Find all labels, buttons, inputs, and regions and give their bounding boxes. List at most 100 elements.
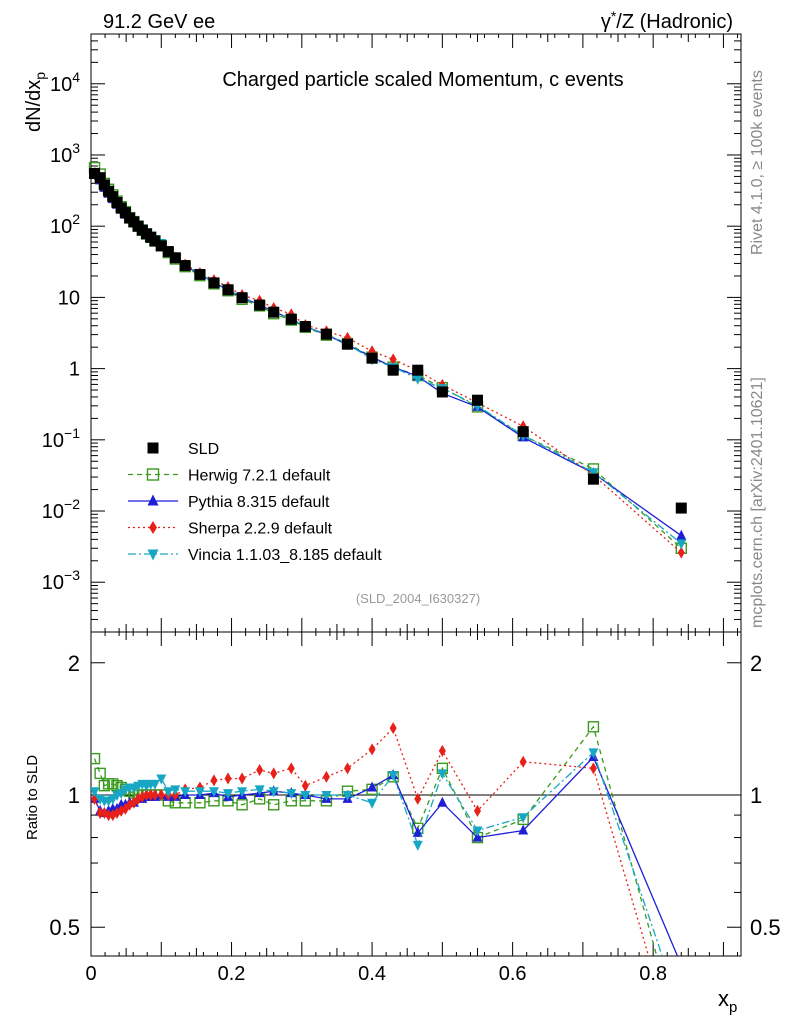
x-axis-label: xp bbox=[718, 986, 737, 1016]
ratio-point-vincia bbox=[412, 840, 423, 851]
ratio-y-tick-label-left: 1 bbox=[68, 783, 80, 808]
point-data bbox=[587, 473, 599, 485]
series-line-herwig bbox=[94, 167, 682, 549]
point-data bbox=[149, 235, 161, 247]
y-tick-label-exponent: 2 bbox=[72, 211, 80, 227]
ratio-point-vincia bbox=[518, 813, 529, 824]
point-data bbox=[366, 352, 378, 364]
ratio-point-sherpa bbox=[414, 792, 422, 805]
series-data bbox=[89, 167, 687, 514]
point-data bbox=[222, 284, 234, 296]
ratio-point-herwig bbox=[94, 767, 106, 780]
ratio-point-vincia bbox=[254, 785, 265, 796]
ratio-point-vincia bbox=[472, 826, 483, 837]
y-tick-label-exponent: 3 bbox=[72, 140, 80, 156]
point-vincia bbox=[676, 539, 687, 550]
legend-label-data: SLD bbox=[188, 441, 219, 458]
ratio-point-sherpa bbox=[368, 743, 376, 756]
series-vincia bbox=[89, 168, 687, 550]
ratio-point-herwig bbox=[98, 779, 111, 792]
ratio-y-tick-label-right: 1 bbox=[750, 783, 762, 808]
point-data bbox=[675, 502, 687, 514]
point-data bbox=[254, 299, 266, 311]
ratio-point-sherpa bbox=[210, 774, 218, 787]
ratio-point-sherpa bbox=[519, 755, 527, 768]
x-tick-label: 0.6 bbox=[499, 963, 527, 985]
ratio-point-vincia bbox=[180, 787, 191, 798]
ratio-line-herwig bbox=[93, 725, 658, 956]
process-label: γ*/Z (Hadronic) bbox=[601, 8, 733, 33]
point-data bbox=[155, 240, 167, 252]
ratio-point-sherpa bbox=[589, 762, 597, 775]
ratio-point-vincia bbox=[268, 787, 279, 798]
legend-label-vincia: Vincia 1.1.03_8.185 default bbox=[188, 547, 382, 564]
ratio-point-sherpa bbox=[301, 779, 309, 792]
ratio-point-herwig bbox=[268, 799, 280, 811]
ratio-y-axis-label: Ratio to SLD bbox=[24, 755, 41, 840]
ratio-point-vincia bbox=[300, 790, 311, 801]
ratio-series-vincia bbox=[91, 748, 663, 956]
point-data bbox=[285, 313, 297, 325]
x-tick-label: 0.8 bbox=[639, 963, 667, 985]
ratio-point-sherpa bbox=[270, 767, 278, 780]
point-data bbox=[320, 328, 332, 340]
legend-label-sherpa: Sherpa 2.2.9 default bbox=[188, 521, 333, 538]
point-data bbox=[299, 321, 311, 333]
point-data bbox=[89, 167, 101, 179]
ratio-point-herwig bbox=[107, 778, 119, 790]
ratio-y-tick-label-left: 2 bbox=[68, 651, 80, 676]
legend-marker-herwig bbox=[146, 468, 160, 481]
rivet-version-label: Rivet 4.1.0, ≥ 100k events bbox=[749, 70, 766, 255]
ratio-point-pythia bbox=[472, 831, 483, 842]
energy-label: 91.2 GeV ee bbox=[103, 11, 215, 33]
ratio-point-vincia bbox=[208, 787, 219, 798]
ratio-point-vincia bbox=[367, 798, 378, 809]
point-data bbox=[471, 394, 483, 406]
point-data bbox=[436, 386, 448, 398]
ratio-point-sherpa bbox=[151, 788, 159, 801]
ratio-point-vincia bbox=[91, 787, 100, 798]
series-herwig bbox=[88, 161, 687, 554]
y-tick-label-exponent: −2 bbox=[64, 496, 80, 512]
point-data bbox=[341, 338, 353, 350]
x-tick-label: 0 bbox=[85, 963, 96, 985]
ratio-point-vincia bbox=[437, 769, 448, 780]
y-tick-label-exponent: −1 bbox=[64, 425, 80, 441]
analysis-id-label: (SLD_2004_I630327) bbox=[356, 591, 480, 606]
point-data bbox=[162, 246, 174, 258]
y-tick-label: 103 bbox=[50, 140, 80, 167]
ratio-point-pythia bbox=[437, 796, 448, 807]
y-tick-label: 10 bbox=[58, 287, 80, 309]
point-vincia bbox=[412, 374, 423, 385]
main-plot-frame bbox=[90, 33, 742, 633]
point-data bbox=[194, 268, 206, 280]
ratio-point-herwig bbox=[236, 799, 248, 811]
legend-marker-data bbox=[147, 442, 159, 454]
point-data bbox=[236, 292, 248, 304]
ratio-point-vincia bbox=[321, 790, 332, 801]
ratio-point-sherpa bbox=[287, 762, 295, 775]
ratio-point-vincia bbox=[223, 789, 234, 800]
point-data bbox=[98, 179, 110, 191]
point-data bbox=[208, 277, 220, 289]
ratio-point-sherpa bbox=[238, 772, 246, 785]
main-chart-title: Charged particle scaled Momentum, c even… bbox=[222, 69, 623, 91]
x-tick-labels: 0 0.2 0.4 0.6 0.8 bbox=[85, 963, 667, 985]
legend-marker-sherpa bbox=[149, 521, 157, 534]
y-tick-label-base: 10 bbox=[42, 572, 64, 594]
ratio-point-sherpa bbox=[438, 744, 446, 757]
x-tick-label: 0.4 bbox=[358, 963, 386, 985]
ratio-y-tick-label-right: 0.5 bbox=[750, 915, 781, 940]
ratio-series-group bbox=[91, 721, 679, 956]
y-tick-label-exponent: 4 bbox=[72, 69, 80, 85]
ratio-plot-frame bbox=[90, 631, 742, 957]
ratio-point-sherpa bbox=[143, 788, 151, 801]
point-data bbox=[387, 364, 399, 376]
y-tick-label: 10−3 bbox=[42, 567, 80, 594]
point-sherpa bbox=[389, 353, 397, 366]
ratio-y-tick-label-left: 0.5 bbox=[49, 915, 80, 940]
ratio-series-pythia bbox=[91, 751, 679, 956]
ratio-point-vincia bbox=[286, 789, 297, 800]
